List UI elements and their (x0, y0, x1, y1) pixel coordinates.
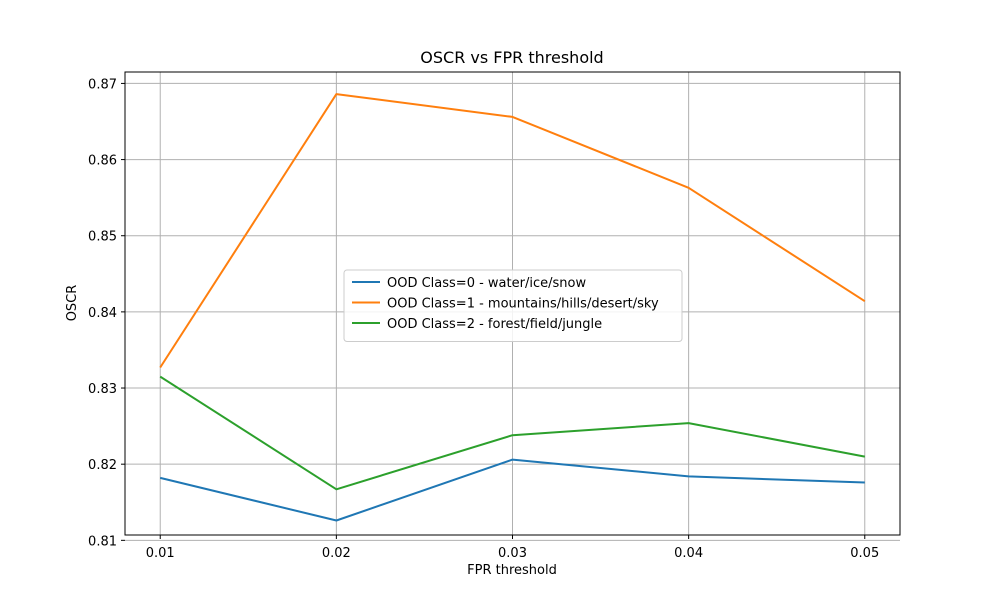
y-tick-label: 0.82 (88, 458, 117, 473)
y-tick-label: 0.83 (88, 382, 117, 397)
y-tick-label: 0.86 (88, 154, 117, 169)
legend: OOD Class=0 - water/ice/snow OOD Class=1 … (343, 269, 683, 342)
legend-label-class-0: OOD Class=0 - water/ice/snow (387, 276, 586, 291)
y-tick-label: 0.81 (88, 534, 117, 549)
y-tick-label: 0.87 (88, 77, 117, 92)
y-tick-label: 0.85 (88, 230, 117, 245)
x-tick-label: 0.05 (850, 546, 879, 561)
y-axis-label: OSCR (65, 285, 80, 322)
x-tick-label: 0.02 (322, 546, 351, 561)
x-axis-label: FPR threshold (467, 563, 557, 578)
legend-label-class-1: OOD Class=1 - mountains/hills/desert/sky (387, 297, 659, 312)
x-axis: 0.01 0.02 0.03 0.04 0.05 (146, 535, 879, 561)
x-tick-label: 0.03 (498, 546, 527, 561)
series-lines (159, 93, 866, 522)
x-tick-label: 0.04 (674, 546, 703, 561)
y-axis: 0.81 0.82 0.83 0.84 0.85 0.86 0.87 (88, 77, 125, 549)
y-tick-label: 0.84 (88, 306, 117, 321)
series-line-class-2 (159, 375, 865, 491)
series-line-class-1 (159, 93, 866, 369)
legend-label-class-2: OOD Class=2 - forest/field/jungle (387, 317, 602, 332)
x-tick-label: 0.01 (146, 546, 175, 561)
legend-box (343, 269, 683, 342)
chart-title: OSCR vs FPR threshold (420, 48, 603, 67)
series-line-class-0 (159, 458, 865, 522)
